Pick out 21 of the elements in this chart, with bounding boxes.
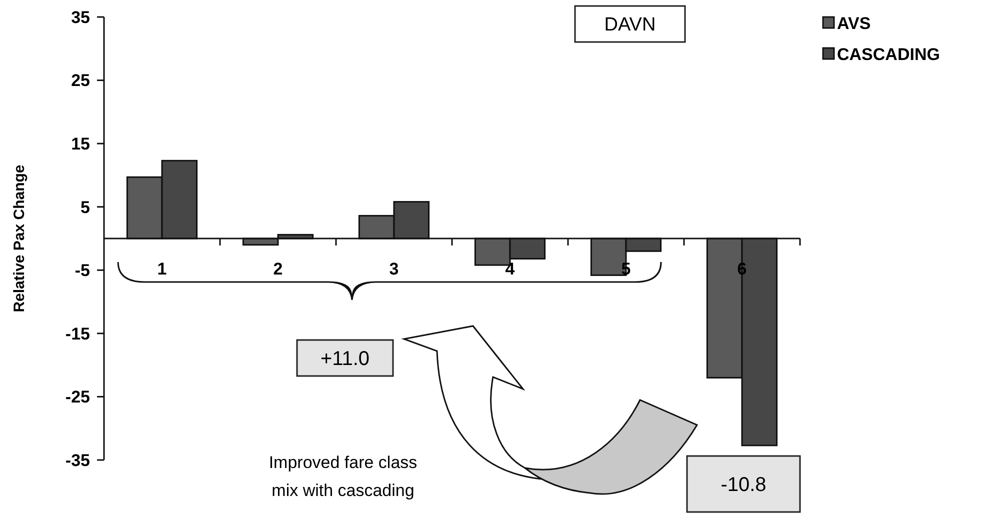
y-tick-label: 5 — [80, 198, 90, 217]
y-tick-label: 15 — [71, 134, 90, 154]
y-tick-label: -25 — [65, 388, 90, 407]
x-tick-label: 6 — [737, 260, 747, 278]
x-tick-label: 4 — [505, 260, 516, 278]
y-tick-label: -15 — [65, 324, 90, 344]
x-tick-label: 3 — [389, 260, 399, 278]
annotation: +11.0 — [320, 348, 370, 370]
x-tick-label: 5 — [621, 260, 631, 278]
y-axis-title: Relative Pax Change — [11, 164, 28, 312]
y-tick-label: -35 — [65, 450, 90, 470]
x-tick-label: 1 — [157, 260, 167, 278]
y-tick-label: 25 — [71, 71, 90, 90]
y-tick-label: 35 — [71, 8, 90, 27]
y-tick-label: -5 — [74, 261, 90, 280]
x-tick-label: 2 — [273, 260, 283, 278]
annotation: Improved fare class mix with cascading — [268, 453, 418, 500]
legend-label: CASCADING — [837, 44, 940, 64]
legend-label: AVS — [837, 14, 871, 33]
chart-title: DAVN — [604, 14, 656, 36]
text: -10.8 — [720, 474, 766, 496]
